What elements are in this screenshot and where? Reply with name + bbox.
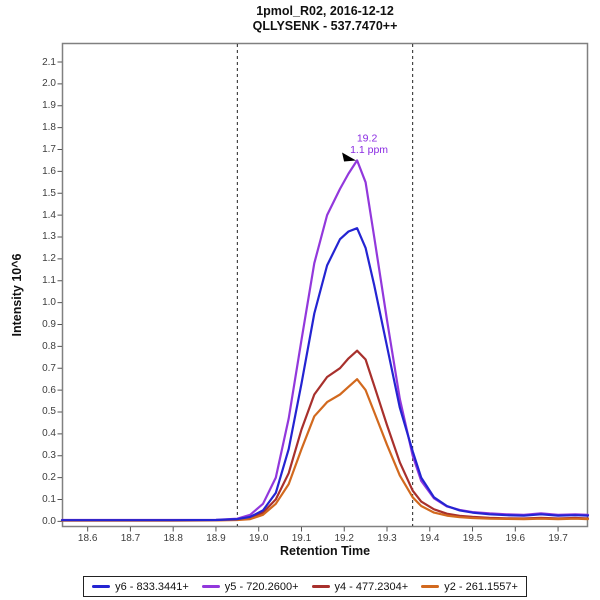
legend-item-y5: y5 - 720.2600+ [201, 580, 299, 593]
x-tick-label: 19.3 [377, 533, 397, 544]
x-tick-label: 19.7 [548, 533, 568, 544]
legend-box: y6 - 833.3441+ y5 - 720.2600+ y4 - 477.230… [83, 576, 527, 597]
y-tick-label: 1.4 [42, 209, 56, 221]
y-tick-label: 0.1 [42, 493, 56, 505]
y-tick-label: 1.6 [42, 165, 56, 177]
x-tick-label: 18.8 [163, 533, 183, 544]
y-tick-label: 2.1 [42, 56, 56, 68]
legend-swatch-icon [92, 585, 111, 588]
chart-title-peptide: QLLYSENK - 537.7470++ [252, 19, 398, 33]
y-tick-label: 0.2 [42, 472, 56, 484]
y-tick-label: 2.0 [42, 78, 56, 90]
trace-y2 [60, 378, 590, 522]
y-tick-label: 1.8 [42, 122, 56, 134]
legend-label: y6 - 833.3441+ [115, 580, 189, 593]
y-tick-label: 1.9 [42, 100, 56, 112]
apex-marker-icon [342, 152, 357, 162]
axis-tick-marks [57, 61, 559, 532]
y-tick-label: 0.7 [42, 362, 56, 374]
y-tick-label: 1.5 [42, 187, 56, 199]
y-tick-label: 1.0 [42, 297, 56, 309]
x-tick-label: 19.4 [420, 533, 440, 544]
legend-label: y2 - 261.1557+ [444, 580, 518, 593]
trace-y6 [60, 227, 590, 522]
plot-frame [61, 42, 589, 528]
x-tick-label: 19.1 [291, 533, 312, 544]
y-tick-label: 1.7 [42, 144, 56, 155]
legend-item-y2: y2 - 261.1557+ [421, 581, 518, 593]
y-tick-label: 1.3 [42, 231, 56, 243]
y-tick-label: 0.3 [42, 450, 56, 462]
x-tick-label: 19.0 [248, 533, 269, 544]
annotation-rt: 19.2 [357, 132, 378, 144]
y-tick-label: 1.1 [42, 275, 56, 287]
y-tick-label: 0.0 [42, 515, 56, 527]
x-tick-label: 18.7 [120, 533, 141, 544]
chart-title-block: 1pmol_R02, 2016-12-12 QLLYSENK - 537.747… [62, 4, 588, 34]
legend-item-y6: y6 - 833.3441+ [92, 581, 189, 593]
x-tick-label: 19.5 [462, 533, 483, 544]
x-axis-title: Retention Time [279, 544, 371, 558]
x-tick-label: 19.6 [505, 533, 526, 544]
legend-item-y4: y4 - 477.2304+ [311, 580, 409, 593]
y-tick-label: 0.9 [42, 318, 56, 330]
x-tick-label: 19.2 [334, 533, 354, 544]
legend-swatch-icon [201, 585, 220, 588]
y-tick-label: 0.5 [42, 406, 56, 418]
annotation-ppm: 1.1 ppm [350, 144, 388, 156]
y-tick-label: 1.2 [42, 253, 56, 265]
chart-title-replicate: 1pmol_R02, 2016-12-12 [256, 4, 394, 18]
y-tick-label: 0.6 [42, 384, 56, 396]
legend-swatch-icon [421, 585, 440, 588]
x-tick-label: 18.9 [206, 533, 226, 544]
y-tick-label: 0.4 [42, 428, 56, 440]
x-tick-label: 18.6 [77, 533, 98, 544]
legend-label: y5 - 720.2600+ [224, 580, 299, 593]
legend-swatch-icon [311, 585, 330, 588]
legend-label: y4 - 477.2304+ [334, 580, 409, 593]
y-tick-label: 0.8 [42, 340, 56, 352]
